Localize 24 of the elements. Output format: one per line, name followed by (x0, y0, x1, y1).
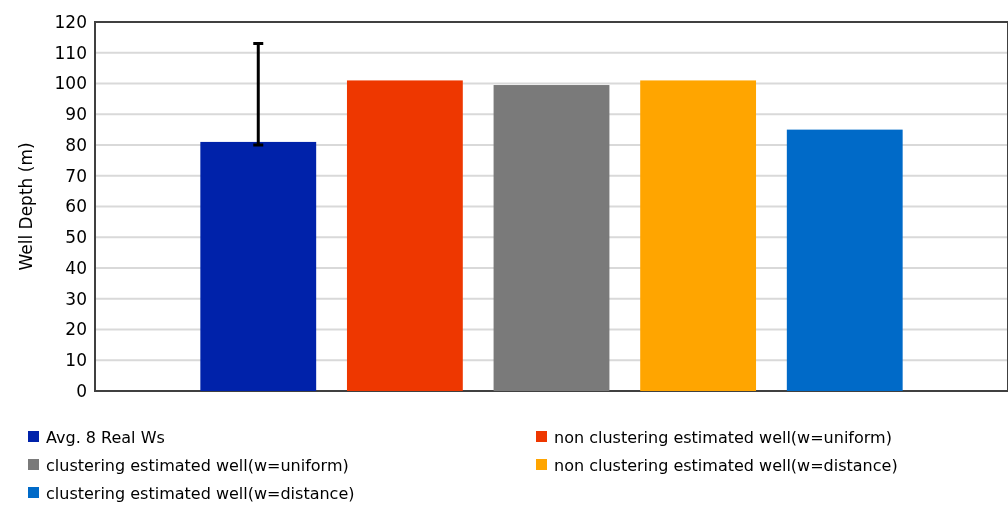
bar (640, 80, 757, 391)
legend-label: clustering estimated well(w=uniform) (46, 455, 349, 475)
y-tick-label: 70 (65, 165, 87, 186)
bar (346, 80, 463, 391)
bar (200, 141, 317, 391)
y-axis-title: Well Depth (m) (16, 142, 36, 271)
y-tick-label: 110 (54, 42, 87, 63)
y-tick-label: 50 (65, 227, 87, 248)
y-tick-label: 20 (65, 319, 87, 340)
y-tick-label: 10 (65, 350, 87, 371)
y-tick-label: 40 (65, 257, 87, 278)
y-tick-label: 80 (65, 134, 87, 155)
bar (493, 85, 610, 391)
y-tick-label: 0 (76, 380, 87, 401)
legend-label: non clustering estimated well(w=distance) (554, 455, 898, 475)
y-tick-label: 100 (54, 73, 87, 94)
bar (786, 129, 903, 391)
y-tick-label: 90 (65, 104, 87, 125)
legend-label: Avg. 8 Real Ws (46, 427, 165, 447)
y-tick-label: 60 (65, 196, 87, 217)
legend-label: non clustering estimated well(w=uniform) (554, 427, 892, 447)
y-tick-label: 30 (65, 288, 87, 309)
y-tick-label: 120 (54, 11, 87, 32)
legend-label: clustering estimated well(w=distance) (46, 483, 355, 503)
